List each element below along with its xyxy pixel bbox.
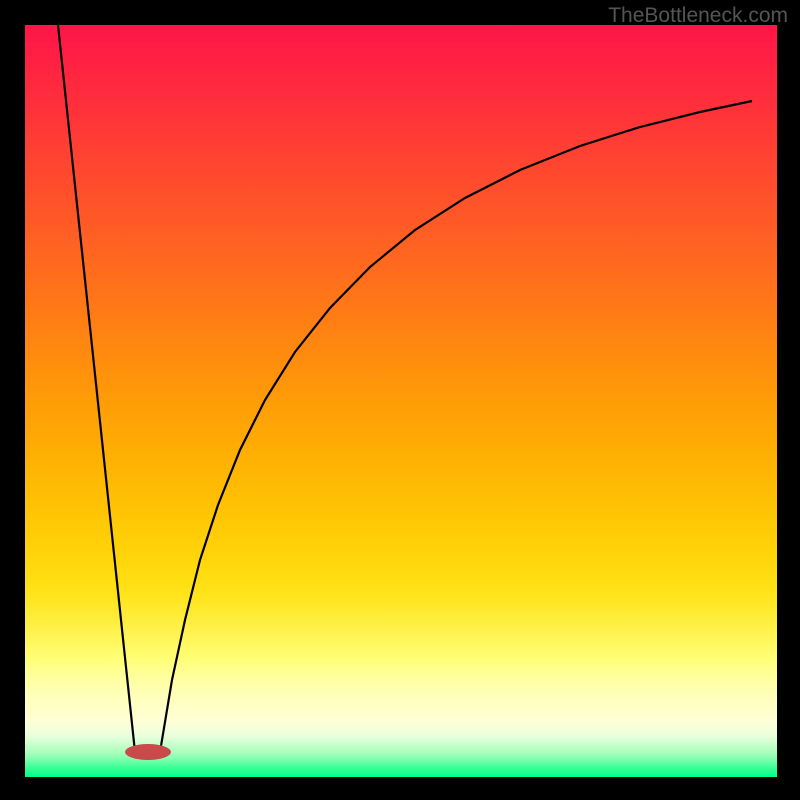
- watermark-text: TheBottleneck.com: [608, 4, 788, 28]
- bottleneck-marker: [125, 744, 171, 760]
- right-ascending-curve: [160, 101, 752, 752]
- left-descending-line: [58, 25, 135, 752]
- curves-layer: [25, 25, 777, 777]
- chart-plot-area: [25, 25, 777, 777]
